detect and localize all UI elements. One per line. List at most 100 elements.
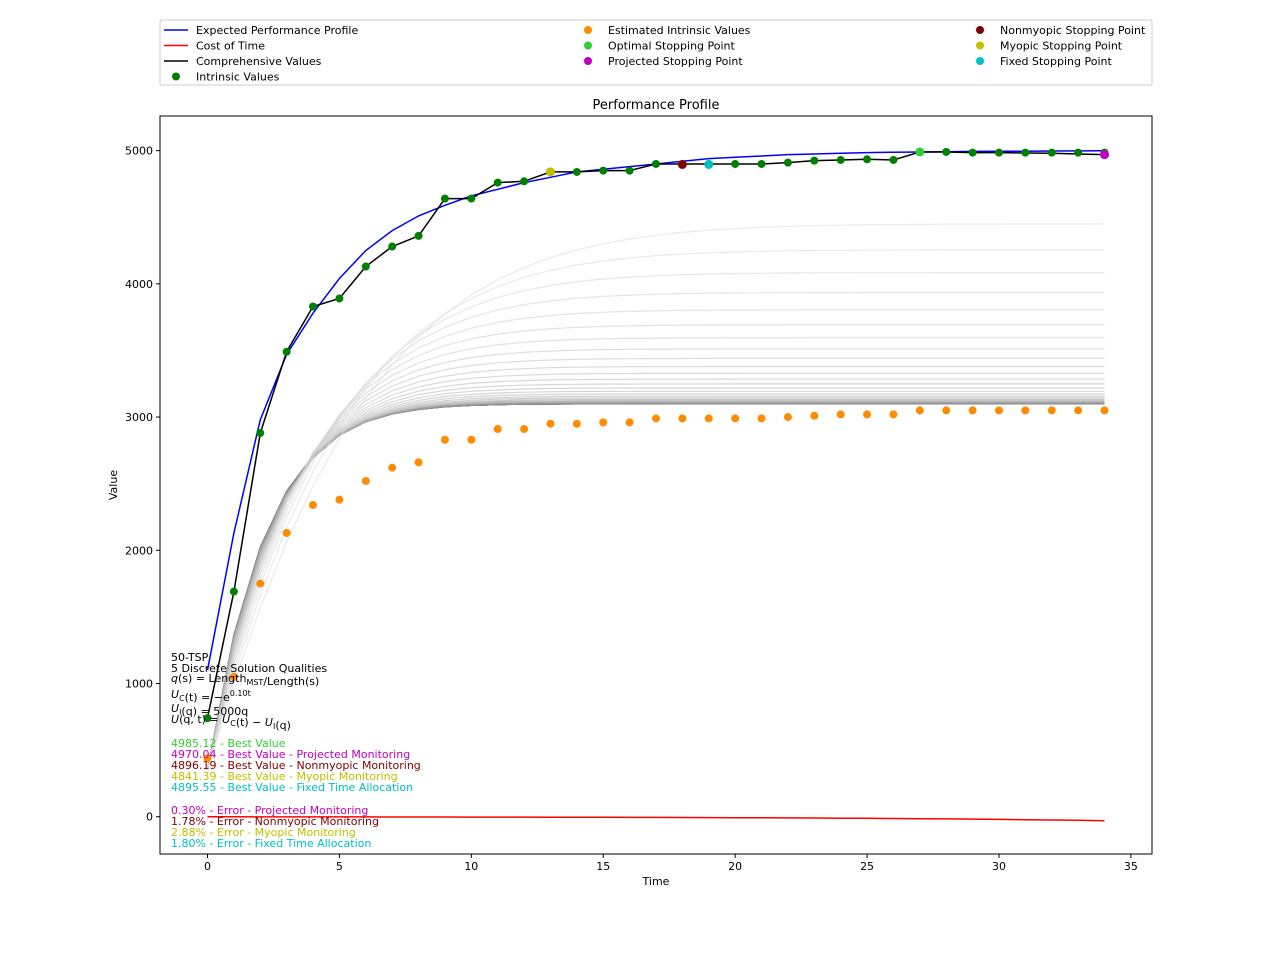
estimated-intrinsic-values-point [968, 406, 977, 415]
y-axis-ticks: 0 1000 2000 3000 4000 5000 [125, 145, 160, 824]
intrinsic-values-point [757, 159, 766, 168]
legend-label: Expected Performance Profile [196, 24, 358, 37]
estimated-intrinsic-values-point [810, 411, 819, 420]
intrinsic-values-point [309, 302, 318, 311]
x-axis-ticks: 0 5 10 15 20 25 30 35 [204, 854, 1138, 873]
estimated-intrinsic-values-point [652, 414, 660, 423]
projection-curve [206, 348, 1105, 771]
intrinsic-values-point [1074, 148, 1083, 157]
estimated-intrinsic-values-point [1021, 406, 1030, 415]
legend-swatch [584, 41, 592, 50]
best-value-annotation: 4841.39 - Best Value - Myopic Monitoring [171, 770, 398, 783]
intrinsic-values-point [731, 159, 740, 168]
series-layer [203, 147, 1110, 822]
intrinsic-values-point [994, 148, 1003, 157]
intrinsic-values-point [599, 166, 608, 175]
legend-swatch [172, 72, 180, 81]
intrinsic-values-point [388, 242, 397, 251]
cost-of-time-line [207, 816, 1105, 822]
projection-curve [206, 324, 1105, 771]
legend-item-comprehensive-values: Comprehensive Values [164, 55, 322, 68]
estimated-intrinsic-values-point [731, 414, 740, 423]
x-tick-label: 20 [728, 860, 742, 873]
intrinsic-values-point [783, 158, 792, 167]
x-tick-label: 25 [860, 860, 874, 873]
legend-item-intrinsic-values: Intrinsic Values [172, 71, 280, 84]
intrinsic-values-point [229, 587, 238, 596]
optimal-stopping-point [915, 147, 925, 157]
problem-annotation-line: 50-TSP [171, 651, 209, 664]
intrinsic-values-point [203, 714, 212, 723]
error-annotation: 0.30% - Error - Projected Monitoring [171, 804, 368, 817]
best-value-annotation: 4896.19 - Best Value - Nonmyopic Monitor… [171, 759, 421, 772]
y-tick-label: 0 [146, 811, 153, 824]
y-tick-label: 2000 [125, 544, 153, 557]
projection-curve [206, 397, 1105, 771]
legend-item-fixed-stopping-point: Fixed Stopping Point [976, 55, 1112, 68]
estimated-intrinsic-values-point [229, 672, 238, 681]
intrinsic-values-point [414, 231, 423, 240]
intrinsic-values-point [810, 156, 819, 165]
problem-annotation-line: UC(t) = −e0.10t [171, 688, 251, 704]
intrinsic-values-point [942, 147, 951, 156]
estimated-intrinsic-values-point [414, 458, 423, 467]
projection-curve [206, 272, 1105, 771]
intrinsic-values-point [256, 429, 265, 438]
intrinsic-values-point [1021, 148, 1030, 157]
legend-item-projected-stopping-point: Projected Stopping Point [584, 55, 743, 68]
y-tick-label: 1000 [125, 677, 153, 690]
intrinsic-values-point [889, 155, 898, 164]
y-axis-label: Value [107, 470, 120, 500]
estimated-intrinsic-values-point [625, 418, 634, 427]
problem-annotation-line: q(s) = LengthMST/Length(s) [171, 672, 319, 688]
plot-frame [159, 115, 1153, 855]
estimated-intrinsic-values-point [493, 425, 502, 434]
legend-label: Myopic Stopping Point [1000, 40, 1123, 53]
estimated-intrinsic-values-point [467, 435, 476, 444]
legend-label: Cost of Time [196, 40, 265, 53]
estimated-intrinsic-values-point [388, 463, 397, 472]
legend-swatch [976, 57, 984, 65]
legend-box [159, 19, 1153, 86]
estimated-intrinsic-values-point [440, 435, 449, 444]
projection-curve [206, 291, 1105, 771]
estimated-intrinsic-values-point [704, 414, 713, 423]
legend: Expected Performance Profile Cost of Time… [164, 24, 1146, 84]
estimated-intrinsic-values-point [599, 418, 608, 427]
estimated-intrinsic-values-point [572, 419, 581, 428]
estimated-intrinsic-values-point [757, 414, 766, 423]
legend-item-myopic-stopping-point: Myopic Stopping Point [976, 40, 1123, 53]
estimated-intrinsic-values-point [203, 754, 212, 763]
error-annotation: 1.80% - Error - Fixed Time Allocation [171, 837, 371, 850]
estimated-intrinsic-values-point [520, 425, 529, 434]
legend-item-optimal-stopping-point: Optimal Stopping Point [584, 40, 736, 53]
estimated-intrinsic-values-point [256, 579, 265, 588]
intrinsic-values-point [361, 262, 370, 271]
projection-curve [206, 372, 1105, 771]
projection-curve [206, 395, 1105, 771]
best-value-annotation: 4895.55 - Best Value - Fixed Time Alloca… [171, 781, 413, 794]
best-value-annotation: 4970.04 - Best Value - Projected Monitor… [171, 748, 410, 761]
intrinsic-values-point [467, 194, 476, 203]
estimated-intrinsic-values-point [836, 410, 845, 419]
plot-area [160, 116, 1152, 854]
nonmyopic-stopping-point [677, 159, 687, 169]
error-annotation: 1.78% - Error - Nonmyopic Monitoring [171, 815, 379, 828]
estimated-intrinsic-values-point [546, 419, 555, 428]
y-tick-label: 5000 [125, 145, 153, 158]
x-tick-label: 30 [992, 860, 1006, 873]
estimated-intrinsic-values-point [361, 477, 370, 486]
legend-label: Intrinsic Values [196, 71, 280, 84]
legend-label: Fixed Stopping Point [1000, 55, 1112, 68]
intrinsic-values-point [652, 159, 660, 168]
problem-annotation-line: UI(q) = 5000q [171, 702, 248, 718]
intrinsic-values-point [863, 155, 872, 164]
legend-item-expected-performance-profile: Expected Performance Profile [164, 24, 358, 37]
estimated-intrinsic-values-point [335, 495, 344, 504]
x-axis-label: Time [642, 875, 670, 888]
estimated-intrinsic-values-point [915, 406, 924, 415]
myopic-stopping-point [545, 167, 555, 177]
intrinsic-values-point [520, 177, 529, 186]
